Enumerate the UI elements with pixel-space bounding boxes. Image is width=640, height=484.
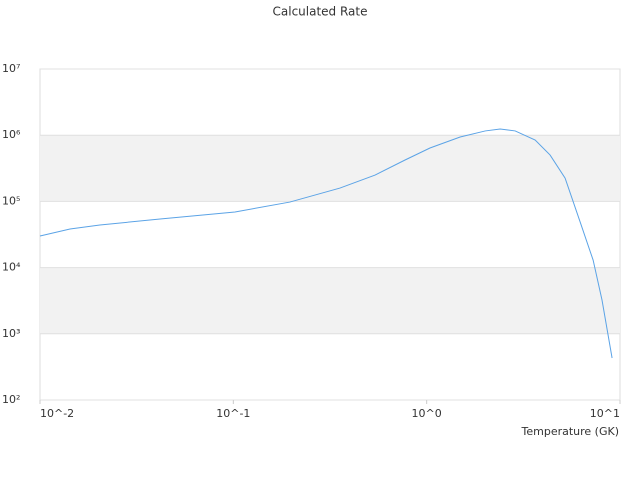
x-tick-label: 10^-2 (40, 407, 74, 420)
y-tick-label: 10³ (2, 327, 20, 340)
plot-area (39, 68, 621, 401)
chart-title: Calculated Rate (273, 5, 368, 19)
x-tick-label: 10^-1 (216, 407, 250, 420)
y-tick-label: 10² (2, 393, 20, 406)
y-tick-label: 10⁵ (2, 194, 20, 207)
line-series (39, 128, 613, 359)
grid-band (40, 267, 620, 334)
y-tick-label: 10⁷ (2, 62, 20, 75)
x-tick-label: 10^0 (412, 407, 442, 420)
y-tick-label: 10⁶ (2, 128, 21, 141)
x-axis-label: Temperature (GK) (521, 425, 620, 438)
y-tick-label: 10⁴ (2, 261, 21, 274)
x-tick-label: 10^1 (590, 407, 620, 420)
grid-band (40, 135, 620, 202)
